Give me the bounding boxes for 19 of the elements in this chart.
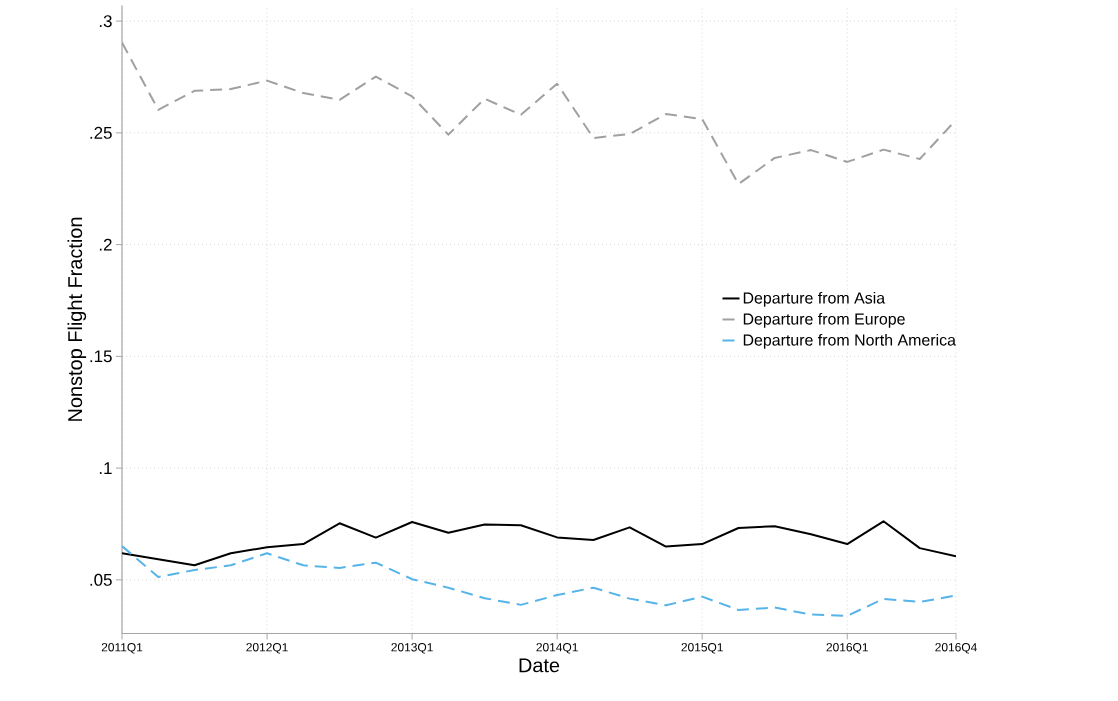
x-tick-label: 2011Q1 (101, 643, 143, 654)
x-tick-label: 2016Q1 (826, 643, 868, 654)
y-tick-label: .05 (90, 573, 112, 586)
legend-label: Departure from North America (743, 333, 956, 349)
y-axis-title: Nonstop Flight Fraction (67, 217, 87, 421)
x-axis-title: Date (519, 658, 560, 673)
legend-label: Departure from Asia (743, 291, 886, 307)
line-series (122, 520, 957, 567)
x-tick-label: 2013Q1 (391, 643, 433, 654)
y-tick-label: .15 (90, 350, 112, 363)
y-tick-label: .2 (99, 238, 112, 251)
y-tick-label: .3 (99, 15, 112, 28)
x-tick-label: 2015Q1 (681, 643, 723, 654)
y-tick-label: .1 (99, 462, 112, 474)
y-tick-label: .25 (90, 126, 112, 139)
x-tick-label: 2016Q4 (935, 643, 977, 654)
legend-label: Departure from Europe (743, 312, 905, 328)
x-tick-label: 2014Q1 (536, 643, 578, 654)
x-tick-label: 2012Q1 (246, 643, 288, 654)
